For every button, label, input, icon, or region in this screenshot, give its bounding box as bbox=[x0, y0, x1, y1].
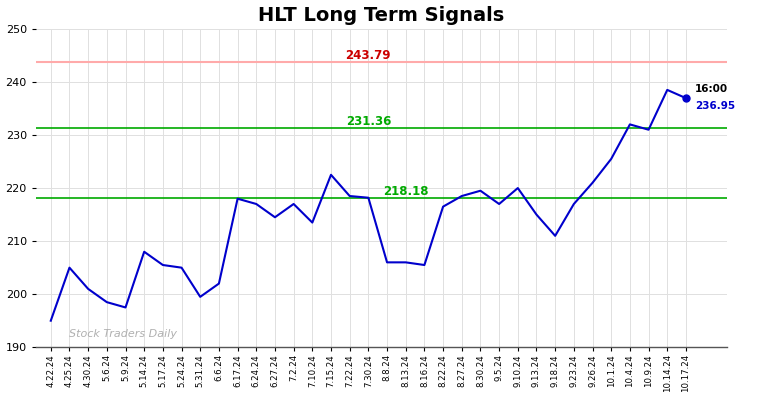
Text: 231.36: 231.36 bbox=[346, 115, 391, 128]
Text: 16:00: 16:00 bbox=[695, 84, 728, 94]
Text: Stock Traders Daily: Stock Traders Daily bbox=[70, 329, 177, 339]
Text: 218.18: 218.18 bbox=[383, 185, 429, 197]
Text: 243.79: 243.79 bbox=[346, 49, 391, 62]
Title: HLT Long Term Signals: HLT Long Term Signals bbox=[258, 6, 505, 25]
Text: 236.95: 236.95 bbox=[695, 101, 735, 111]
Point bbox=[680, 95, 692, 101]
